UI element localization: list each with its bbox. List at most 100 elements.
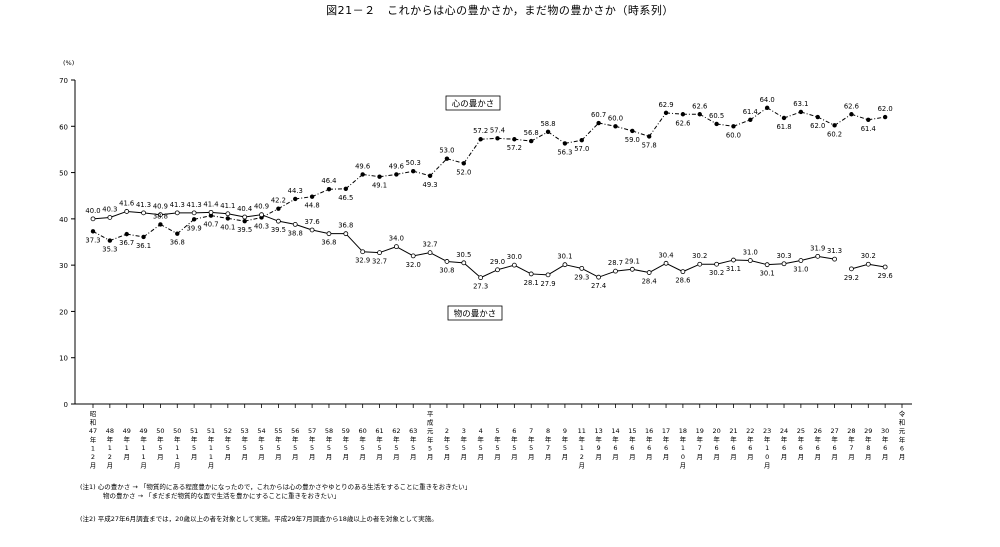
data-label: 40.9: [254, 203, 269, 211]
x-tick-label: 29 年 8 月: [864, 427, 872, 461]
x-tick-label: 53 年 5 月: [241, 427, 249, 461]
data-point: [747, 258, 753, 263]
data-label: 28.6: [675, 277, 690, 285]
data-point: [124, 209, 130, 214]
data-label: 30.1: [760, 270, 775, 278]
data-label: 30.8: [439, 266, 454, 274]
series-line-segment: [295, 196, 313, 200]
data-point: [360, 249, 366, 255]
data-point: [259, 212, 264, 218]
series-line-segment: [261, 214, 279, 222]
data-label: 40.0: [85, 207, 100, 215]
series-line-segment: [413, 252, 431, 257]
series-line-segment: [126, 210, 144, 214]
series-line-segment: [92, 230, 111, 242]
x-tick-label: 23 年 1 0 月: [763, 427, 771, 469]
x-tick-label: 16 年 6 月: [645, 427, 653, 461]
data-label: 40.3: [102, 205, 117, 213]
x-tick-label: 63 年 5 月: [409, 427, 417, 461]
series-line-segment: [750, 260, 768, 266]
data-point: [411, 168, 416, 174]
data-label: 30.2: [692, 252, 707, 260]
data-label: 27.3: [473, 283, 488, 291]
series-line-segment: [733, 119, 751, 127]
data-point: [478, 275, 484, 281]
data-point: [158, 222, 163, 227]
series-line-segment: [160, 223, 178, 235]
data-label: 46.4: [321, 177, 336, 185]
x-tick-label: 13 年 9 月: [594, 427, 602, 461]
data-point: [781, 261, 787, 267]
series-line-segment: [244, 216, 262, 222]
series-line-segment: [514, 264, 532, 275]
data-point: [444, 156, 450, 161]
data-label: 30.5: [456, 251, 471, 259]
series-line-segment: [480, 137, 498, 140]
series-line-segment: [244, 214, 262, 218]
series-line-segment: [581, 267, 599, 278]
x-tick-label: 30 年 6 月: [881, 427, 889, 461]
data-point: [394, 172, 399, 177]
series-callout-box: [447, 305, 503, 321]
data-label: 31.1: [726, 265, 741, 273]
data-point: [461, 260, 467, 266]
data-point: [798, 109, 804, 115]
footnote-1-line-2: 物の豊かさ → 「まだまだ物質的な面で生活を豊かにすることに重きをおきたい」: [103, 492, 341, 500]
series-callout-label: 心の豊かさ: [452, 99, 495, 110]
series-line-segment: [109, 210, 127, 218]
x-tick-label: 62 年 5 月: [392, 427, 400, 461]
data-label: 57.2: [473, 127, 488, 135]
data-label: 41.3: [136, 201, 151, 209]
data-label: 58.8: [540, 120, 555, 128]
data-label: 62.0: [878, 105, 893, 113]
x-tick-label: 55 年 5 月: [274, 427, 282, 461]
series-line-segment: [648, 112, 667, 137]
data-label: 64.0: [760, 96, 775, 104]
y-tick-label: 40: [59, 216, 68, 224]
data-label: 50.3: [406, 159, 421, 167]
series-line-segment: [716, 123, 734, 127]
data-point: [882, 264, 888, 270]
x-tick-label: 14 年 6 月: [611, 427, 619, 461]
data-label: 41.3: [187, 201, 202, 209]
series-line-segment: [143, 212, 161, 216]
data-label: 57.0: [574, 145, 589, 153]
series-line-segment: [598, 270, 616, 278]
series-line-segment: [767, 263, 785, 266]
series-line-segment: [834, 113, 852, 126]
data-label: 60.5: [709, 112, 724, 120]
x-tick-label: 49 年 1 1 月: [139, 427, 147, 469]
data-point: [646, 270, 652, 275]
series-line-segment: [413, 170, 431, 177]
data-label: 28.7: [608, 259, 623, 267]
data-point: [629, 266, 635, 272]
data-label: 62.9: [658, 101, 673, 109]
data-point: [781, 115, 787, 121]
series-line-segment: [311, 188, 330, 198]
data-label: 62.0: [810, 122, 825, 130]
series-line-segment: [817, 255, 835, 260]
series-line-segment: [227, 217, 245, 222]
data-point: [815, 253, 821, 259]
data-point: [545, 129, 551, 135]
data-label: 40.1: [220, 223, 235, 231]
series-line-segment: [480, 269, 498, 279]
data-label: 61.4: [743, 108, 758, 116]
x-tick-label: 22 年 6 月: [746, 427, 754, 461]
data-point: [663, 110, 669, 116]
series-line-segment: [682, 263, 700, 273]
data-label: 62.6: [692, 102, 707, 110]
data-label: 30.0: [507, 253, 522, 261]
series-line-segment: [547, 131, 566, 144]
data-point: [90, 216, 96, 222]
series-line-segment: [446, 158, 464, 164]
series-line-segment: [295, 223, 313, 231]
data-label: 63.1: [793, 100, 808, 108]
data-point: [882, 114, 888, 120]
x-tick-label: 51 年 5 月: [190, 427, 198, 461]
x-tick-label: 56 年 5 月: [291, 427, 299, 461]
x-tick-label: 21 年 6 月: [729, 427, 737, 461]
